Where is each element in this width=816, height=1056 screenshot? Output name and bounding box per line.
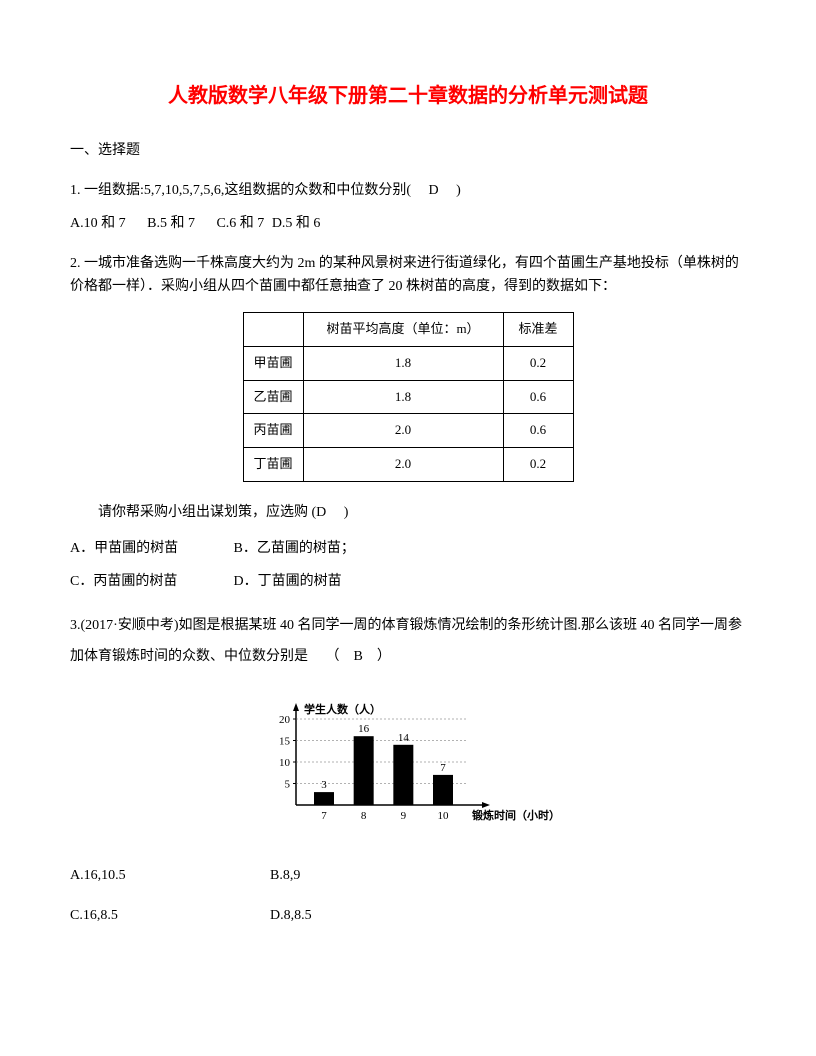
q3-opt-c: C.16,8.5 — [70, 905, 270, 927]
q3-options: A.16,10.5 B.8,9 C.16,8.5 D.8,8.5 — [70, 865, 746, 928]
q2-sub: 请你帮采购小组出谋划策，应选购 (D ) — [70, 502, 746, 524]
table-cell: 丁苗圃 — [243, 448, 303, 482]
table-cell: 2.0 — [303, 448, 503, 482]
svg-text:10: 10 — [438, 810, 450, 822]
q2-opt-b: B．乙苗圃的树苗； — [234, 538, 355, 560]
q2-options-line2: C．丙苗圃的树苗 D．丁苗圃的树苗 — [70, 571, 746, 593]
q3-chart: 5 10 15 20 学生人数（人） 3 7 16 8 14 9 7 10 锻炼时间（小时） — [248, 693, 568, 841]
question-1: 1. 一组数据:5,7,10,5,7,5,6,这组数据的众数和中位数分别( D … — [70, 180, 746, 235]
svg-text:10: 10 — [279, 757, 291, 769]
q3-opt-a: A.16,10.5 — [70, 865, 270, 887]
svg-text:15: 15 — [279, 735, 291, 747]
q2-text: 2. 一城市准备选购一千株高度大约为 2m 的某种风景树来进行街道绿化，有四个苗… — [70, 253, 746, 298]
table-cell: 0.6 — [503, 380, 573, 414]
table-cell: 2.0 — [303, 414, 503, 448]
table-row: 甲苗圃 1.8 0.2 — [243, 346, 573, 380]
table-header-cell — [243, 312, 303, 346]
svg-text:学生人数（人）: 学生人数（人） — [304, 702, 381, 716]
question-3: 3.(2017·安顺中考)如图是根据某班 40 名同学一周的体育锻炼情况绘制的条… — [70, 611, 746, 928]
svg-text:3: 3 — [321, 779, 327, 791]
svg-text:16: 16 — [358, 723, 370, 735]
table-row: 丙苗圃 2.0 0.6 — [243, 414, 573, 448]
q2-opt-c: C．丙苗圃的树苗 — [70, 571, 230, 593]
table-header-row: 树苗平均高度（单位：m） 标准差 — [243, 312, 573, 346]
question-2: 2. 一城市准备选购一千株高度大约为 2m 的某种风景树来进行街道绿化，有四个苗… — [70, 253, 746, 593]
q1-opt-a: A.10 和 7 — [70, 213, 126, 235]
q3-opt-b: B.8,9 — [270, 865, 470, 887]
q1-opt-d: D.5 和 6 — [272, 213, 321, 235]
table-cell: 0.2 — [503, 448, 573, 482]
page-title: 人教版数学八年级下册第二十章数据的分析单元测试题 — [70, 80, 746, 112]
table-header-cell: 标准差 — [503, 312, 573, 346]
table-cell: 0.2 — [503, 346, 573, 380]
svg-text:锻炼时间（小时）: 锻炼时间（小时） — [472, 808, 560, 822]
section-header: 一、选择题 — [70, 140, 746, 162]
table-cell: 1.8 — [303, 346, 503, 380]
q2-table: 树苗平均高度（单位：m） 标准差 甲苗圃 1.8 0.2 乙苗圃 1.8 0.6… — [243, 312, 574, 482]
svg-text:5: 5 — [285, 778, 291, 790]
q1-opt-b: B.5 和 7 — [147, 213, 195, 235]
svg-text:20: 20 — [279, 714, 291, 726]
q1-text: 1. 一组数据:5,7,10,5,7,5,6,这组数据的众数和中位数分别( D … — [70, 180, 746, 202]
svg-text:14: 14 — [398, 732, 410, 744]
table-cell: 0.6 — [503, 414, 573, 448]
svg-text:7: 7 — [321, 810, 327, 822]
q3-text: 3.(2017·安顺中考)如图是根据某班 40 名同学一周的体育锻炼情况绘制的条… — [70, 611, 746, 673]
table-header-cell: 树苗平均高度（单位：m） — [303, 312, 503, 346]
table-cell: 甲苗圃 — [243, 346, 303, 380]
table-row: 丁苗圃 2.0 0.2 — [243, 448, 573, 482]
table-cell: 1.8 — [303, 380, 503, 414]
q1-options: A.10 和 7 B.5 和 7 C.6 和 7 D.5 和 6 — [70, 213, 746, 235]
table-row: 乙苗圃 1.8 0.6 — [243, 380, 573, 414]
q2-opt-d: D．丁苗圃的树苗 — [234, 571, 342, 593]
q2-opt-a: A．甲苗圃的树苗 — [70, 538, 230, 560]
bar-chart-svg: 5 10 15 20 学生人数（人） 3 7 16 8 14 9 7 10 锻炼时间（小时） — [248, 693, 568, 833]
svg-text:7: 7 — [440, 762, 446, 774]
table-cell: 乙苗圃 — [243, 380, 303, 414]
svg-text:9: 9 — [401, 810, 407, 822]
q2-options-line1: A．甲苗圃的树苗 B．乙苗圃的树苗； — [70, 538, 746, 560]
table-cell: 丙苗圃 — [243, 414, 303, 448]
q1-opt-c: C.6 和 7 — [216, 213, 264, 235]
svg-text:8: 8 — [361, 810, 367, 822]
q3-opt-d: D.8,8.5 — [270, 905, 470, 927]
